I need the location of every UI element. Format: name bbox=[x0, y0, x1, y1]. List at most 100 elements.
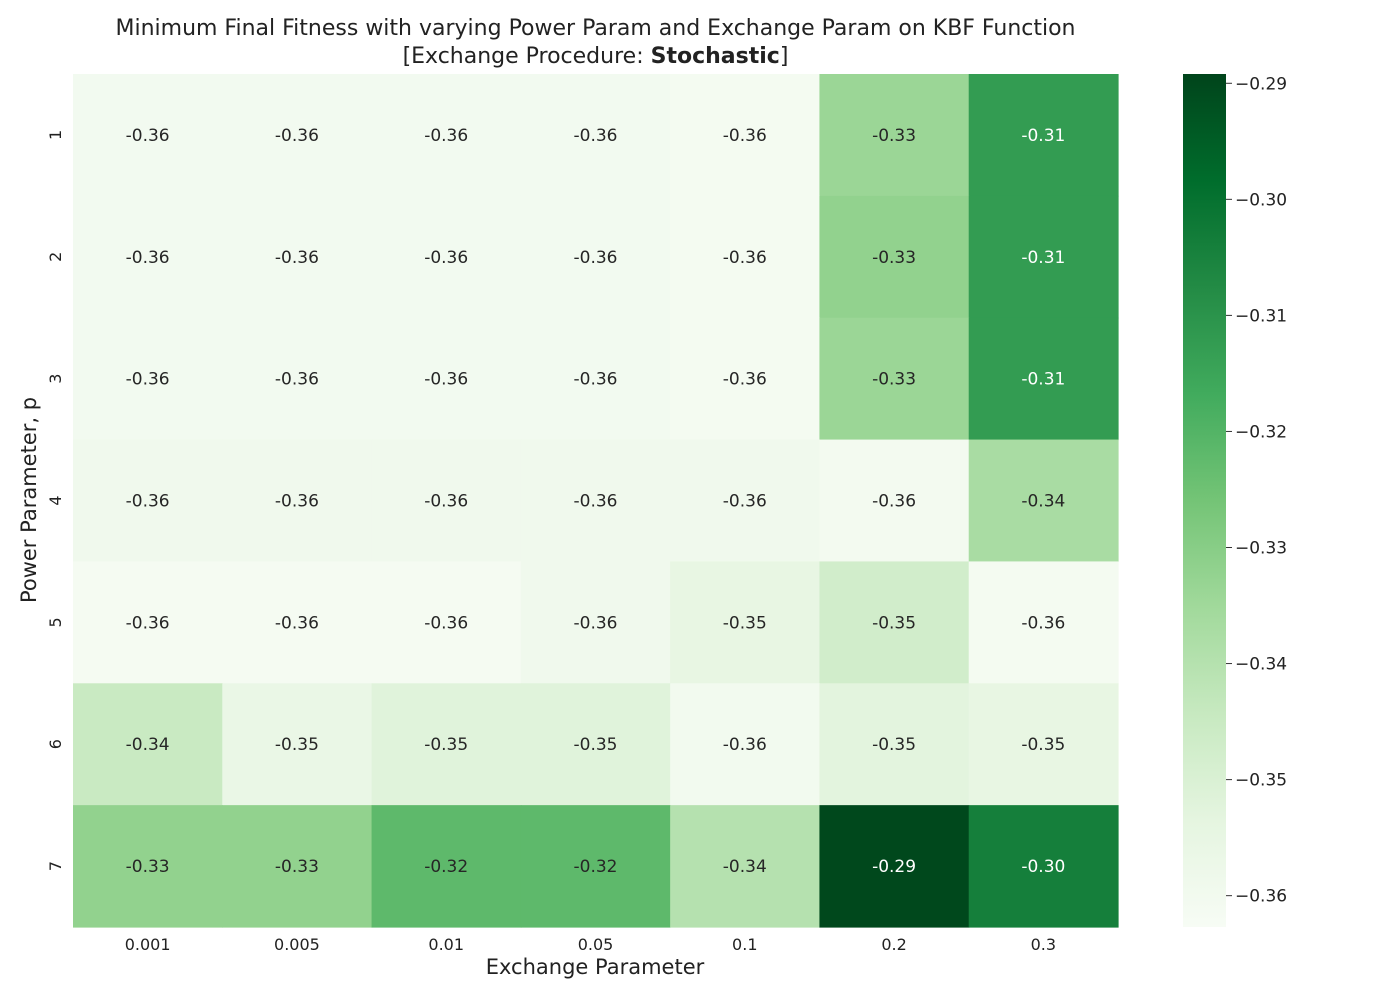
cell-value-label: -0.36 bbox=[574, 370, 618, 390]
x-tick-label: 0.005 bbox=[274, 935, 320, 954]
colorbar-tick-label: −0.36 bbox=[1235, 887, 1287, 907]
heatmap-cell bbox=[968, 439, 1119, 563]
x-tick-label: 0.01 bbox=[428, 935, 464, 954]
subtitle-prefix: [Exchange Procedure: bbox=[402, 44, 651, 69]
colorbar-tick-label: −0.34 bbox=[1235, 655, 1287, 675]
heatmap-cell bbox=[222, 805, 373, 928]
heatmap-cell bbox=[968, 317, 1119, 441]
heatmap-cell bbox=[819, 561, 970, 684]
heatmap-cell bbox=[73, 805, 223, 928]
heatmap-cell bbox=[670, 317, 821, 441]
cell-value-label: -0.36 bbox=[126, 492, 170, 512]
cell-value-label: -0.36 bbox=[723, 735, 767, 755]
x-tick-label: 0.001 bbox=[125, 935, 171, 954]
heatmap-cell bbox=[73, 439, 223, 563]
cell-value-label: -0.36 bbox=[574, 248, 618, 268]
cell-value-label: -0.33 bbox=[126, 857, 170, 877]
heatmap-cell bbox=[371, 74, 522, 197]
heatmap-cell bbox=[520, 317, 671, 441]
cell-value-label: -0.36 bbox=[275, 613, 319, 633]
heatmap-cell bbox=[968, 683, 1119, 806]
cell-value-label: -0.34 bbox=[1021, 492, 1065, 512]
heatmap-cell bbox=[819, 74, 970, 197]
chart-subtitle: [Exchange Procedure: Stochastic] bbox=[73, 44, 1118, 69]
cell-value-label: -0.36 bbox=[126, 370, 170, 390]
heatmap-cell bbox=[520, 74, 671, 197]
y-tick-label: 2 bbox=[46, 252, 65, 262]
heatmap-cell bbox=[670, 74, 821, 197]
cell-value-label: -0.36 bbox=[126, 126, 170, 146]
heatmap-cell bbox=[371, 195, 522, 319]
cell-value-label: -0.35 bbox=[872, 735, 916, 755]
cell-value-label: -0.36 bbox=[126, 613, 170, 633]
heatmap-cell bbox=[819, 439, 970, 563]
heatmap-cell bbox=[968, 805, 1119, 928]
colorbar-tick-label: −0.33 bbox=[1235, 539, 1287, 559]
y-tick-label: 6 bbox=[46, 739, 65, 749]
heatmap-cell bbox=[520, 683, 671, 806]
cell-value-label: -0.32 bbox=[574, 857, 618, 877]
cell-value-label: -0.36 bbox=[424, 126, 468, 146]
cell-value-label: -0.36 bbox=[872, 492, 916, 512]
cell-value-label: -0.36 bbox=[723, 370, 767, 390]
x-tick-label: 0.05 bbox=[578, 935, 614, 954]
y-tick-label: 4 bbox=[46, 495, 65, 505]
heatmap-cell bbox=[371, 805, 522, 928]
y-tick-label: 5 bbox=[46, 617, 65, 627]
heatmap-cell bbox=[520, 805, 671, 928]
heatmap-cells bbox=[73, 74, 1119, 928]
heatmap-cell bbox=[222, 195, 373, 319]
colorbar-tick-label: −0.29 bbox=[1235, 74, 1287, 94]
cell-value-label: -0.36 bbox=[424, 248, 468, 268]
heatmap-cell bbox=[222, 74, 373, 197]
cell-value-label: -0.33 bbox=[872, 248, 916, 268]
y-axis-ticks: 1 2 3 4 5 6 7 bbox=[46, 130, 65, 871]
heatmap-cell bbox=[819, 195, 970, 319]
colorbar-tick-label: −0.31 bbox=[1235, 306, 1287, 326]
cell-value-label: -0.35 bbox=[574, 735, 618, 755]
heatmap-cell bbox=[222, 683, 373, 806]
cell-value-label: -0.36 bbox=[723, 126, 767, 146]
cell-value-label: -0.36 bbox=[574, 613, 618, 633]
heatmap-cell bbox=[371, 317, 522, 441]
cell-value-label: -0.31 bbox=[1021, 370, 1065, 390]
heatmap-cell bbox=[222, 439, 373, 563]
heatmap-cell bbox=[819, 805, 970, 928]
cell-value-label: -0.34 bbox=[723, 857, 767, 877]
cell-value-label: -0.33 bbox=[872, 370, 916, 390]
colorbar-ticks: −0.36 −0.35 −0.34 −0.33 −0.32 −0.31 −0.30 −0.29 bbox=[1226, 74, 1287, 907]
heatmap-cell bbox=[73, 195, 223, 319]
x-tick-label: 0.1 bbox=[732, 935, 757, 954]
x-axis-label: Exchange Parameter bbox=[486, 955, 705, 979]
x-tick-label: 0.2 bbox=[881, 935, 906, 954]
x-tick-label: 0.3 bbox=[1031, 935, 1056, 954]
cell-value-label: -0.33 bbox=[275, 857, 319, 877]
chart-title: Minimum Final Fitness with varying Power… bbox=[115, 16, 1076, 41]
heatmap-cell bbox=[222, 317, 373, 441]
cell-value-label: -0.32 bbox=[424, 857, 468, 877]
colorbar bbox=[1183, 74, 1226, 927]
colorbar-tick-label: −0.35 bbox=[1235, 771, 1287, 791]
heatmap-cell bbox=[222, 561, 373, 684]
heatmap-cell bbox=[73, 317, 223, 441]
heatmap-cell bbox=[670, 439, 821, 563]
heatmap-cell bbox=[968, 74, 1119, 197]
cell-value-label: -0.36 bbox=[275, 492, 319, 512]
heatmap-cell bbox=[670, 195, 821, 319]
y-tick-label: 1 bbox=[46, 130, 65, 140]
cell-value-label: -0.36 bbox=[723, 492, 767, 512]
cell-value-label: -0.36 bbox=[126, 248, 170, 268]
colorbar-tick-label: −0.32 bbox=[1235, 422, 1287, 442]
heatmap-cell-labels: -0.36 -0.36 -0.36 -0.36 -0.36 -0.33 -0.31 -0.36… bbox=[126, 126, 1066, 877]
heatmap-cell bbox=[73, 683, 223, 806]
exchange-procedure-name: Stochastic bbox=[650, 44, 780, 69]
cell-value-label: -0.36 bbox=[275, 370, 319, 390]
cell-value-label: -0.35 bbox=[872, 613, 916, 633]
heatmap-cell bbox=[670, 561, 821, 684]
heatmap-cell bbox=[670, 683, 821, 806]
cell-value-label: -0.36 bbox=[275, 126, 319, 146]
heatmap-cell bbox=[371, 439, 522, 563]
y-axis-label: Power Parameter, p bbox=[17, 397, 41, 603]
cell-value-label: -0.36 bbox=[424, 370, 468, 390]
